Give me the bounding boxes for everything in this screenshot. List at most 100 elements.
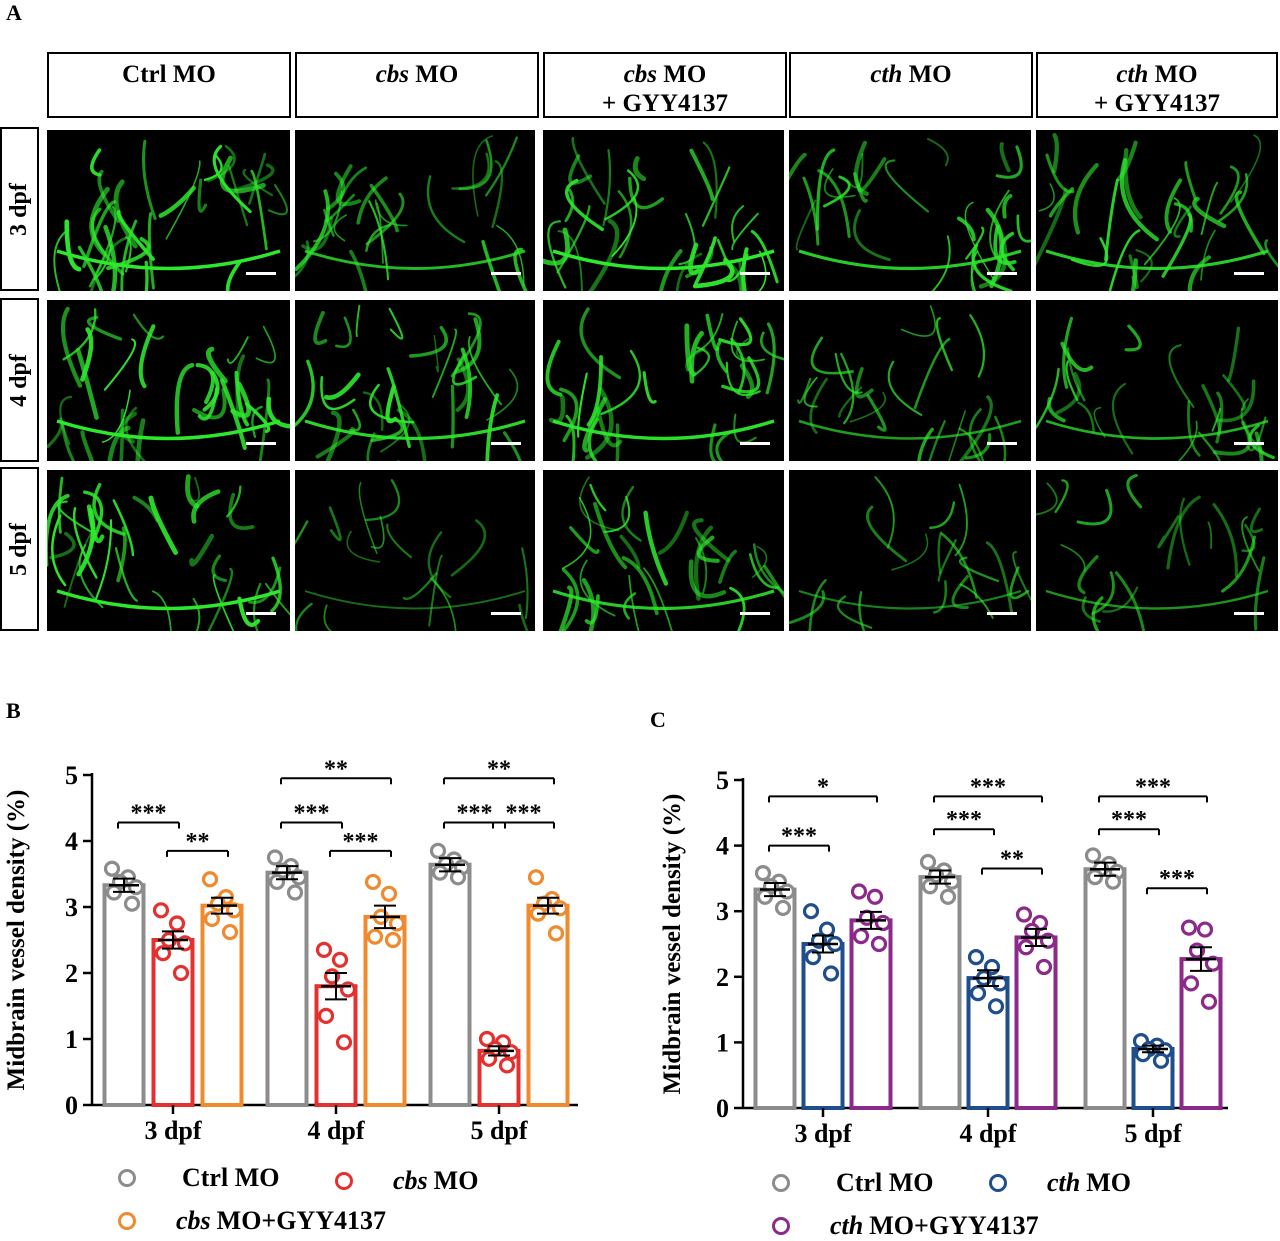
data-point: [1084, 847, 1102, 864]
vessel-segment: [203, 153, 223, 182]
vessel-segment: [579, 559, 616, 617]
vessel-segment: [579, 307, 622, 380]
vessel-segment: [107, 425, 131, 461]
vessel-segment: [1091, 596, 1104, 631]
data-point: [1204, 955, 1222, 972]
data-point: [168, 915, 186, 932]
vessel-segment: [1077, 401, 1095, 434]
vessel-segment: [116, 526, 127, 583]
scale-bar: [987, 442, 1017, 445]
scale-bar: [1234, 442, 1264, 445]
significance-label: ***: [1111, 807, 1147, 833]
vessel-segment: [964, 433, 992, 460]
vessel-arch: [56, 249, 281, 271]
vessel-segment: [313, 310, 328, 345]
significance-label: ***: [131, 801, 167, 827]
vessel-segment: [1047, 396, 1066, 423]
vessel-segment: [368, 200, 390, 281]
vessel-segment: [840, 352, 855, 425]
vessel-segment: [60, 306, 83, 388]
vessel-segment: [358, 482, 378, 554]
vessel-segment: [854, 367, 874, 399]
vessel-segment: [692, 518, 731, 563]
legend-c-ctrl-marker: [772, 1174, 790, 1192]
vessel-segment: [386, 367, 411, 449]
scale-bar: [491, 272, 521, 275]
vessel-arch: [552, 589, 775, 611]
vessel-segment: [1091, 571, 1115, 615]
vessel-segment: [789, 152, 807, 181]
vessel-segment: [643, 510, 669, 586]
vessel-segment: [396, 408, 427, 461]
vessel-segment: [1227, 326, 1241, 382]
vessel-segment: [689, 330, 704, 384]
significance-label: ***: [1135, 774, 1171, 800]
vessel-segment: [248, 152, 267, 205]
y-tick-label: 2: [65, 959, 78, 988]
vessel-segment: [1215, 391, 1224, 444]
vessel-segment: [427, 531, 452, 599]
significance-label: ***: [970, 774, 1006, 800]
vessel-segment: [999, 142, 1011, 173]
data-point: [527, 869, 545, 886]
vessel-segment: [866, 505, 908, 563]
data-point: [449, 869, 467, 886]
vessel-segment: [472, 135, 493, 217]
vessel-segment: [715, 430, 732, 461]
vessel-segment: [315, 426, 356, 459]
vessel-segment: [1168, 344, 1195, 408]
vessel-segment: [60, 420, 76, 461]
row-header-4dpf: 4 dpf: [0, 298, 39, 462]
vessel-segment: [251, 405, 263, 438]
vessel-arch: [56, 419, 281, 441]
micrograph-r3-c1: [47, 470, 290, 631]
vessel-segment: [1016, 214, 1031, 243]
vessel-segment: [53, 228, 70, 291]
vessel-segment: [369, 183, 399, 233]
scale-bar: [740, 612, 770, 615]
vessel-segment: [429, 577, 457, 631]
vessel-segment: [995, 145, 1023, 179]
chart-c: 0 1 2 3 4 5 Midbrain vessel density (%) 3 dpf 4 …: [659, 766, 1228, 1148]
significance-label: *: [817, 774, 829, 800]
chart-b: 0 1 2 3 4 5 Midbrain vessel density (%) 3 dpf 4 …: [3, 756, 578, 1145]
vessel-segment: [604, 169, 640, 221]
vessel-segment: [689, 148, 715, 201]
vessel-segment: [51, 514, 67, 587]
data-point: [315, 941, 333, 958]
vessel-segment: [1111, 382, 1134, 455]
bar: [102, 883, 146, 1107]
micrograph-r1-c4: [789, 130, 1031, 291]
data-point: [754, 865, 772, 882]
vessel-segment: [1038, 183, 1055, 212]
vessel-segment: [797, 377, 812, 405]
bar: [918, 875, 962, 1110]
vessel-segment: [147, 212, 155, 290]
micrograph-r2-c4: [789, 300, 1031, 461]
vessel-segment: [725, 361, 761, 396]
vessel-segment: [659, 249, 683, 291]
data-point: [802, 903, 820, 920]
vessel-arch: [798, 419, 1022, 440]
vessel-segment: [849, 391, 886, 423]
vessel-segment: [135, 418, 146, 461]
vessel-segment: [1126, 473, 1143, 509]
data-point: [778, 883, 796, 900]
vessel-segment: [913, 337, 951, 410]
vessel-segment: [295, 240, 310, 278]
data-point: [123, 895, 141, 912]
vessel-segment: [968, 408, 982, 461]
vessel-arch: [552, 419, 775, 441]
column-header-5: cth MO + GYY4137: [1036, 52, 1278, 118]
vessel-segment: [1253, 556, 1266, 631]
y-tick-label: 2: [716, 963, 729, 992]
data-point: [498, 1057, 516, 1074]
vessel-segment: [212, 144, 252, 214]
vessel-segment: [741, 247, 749, 291]
vessel-segment: [957, 216, 976, 242]
micrograph-r3-c2: [295, 470, 535, 631]
vessel-segment: [1062, 316, 1074, 389]
significance-label: ***: [946, 807, 982, 833]
vessel-segment: [227, 164, 249, 227]
vessel-segment: [730, 320, 766, 362]
